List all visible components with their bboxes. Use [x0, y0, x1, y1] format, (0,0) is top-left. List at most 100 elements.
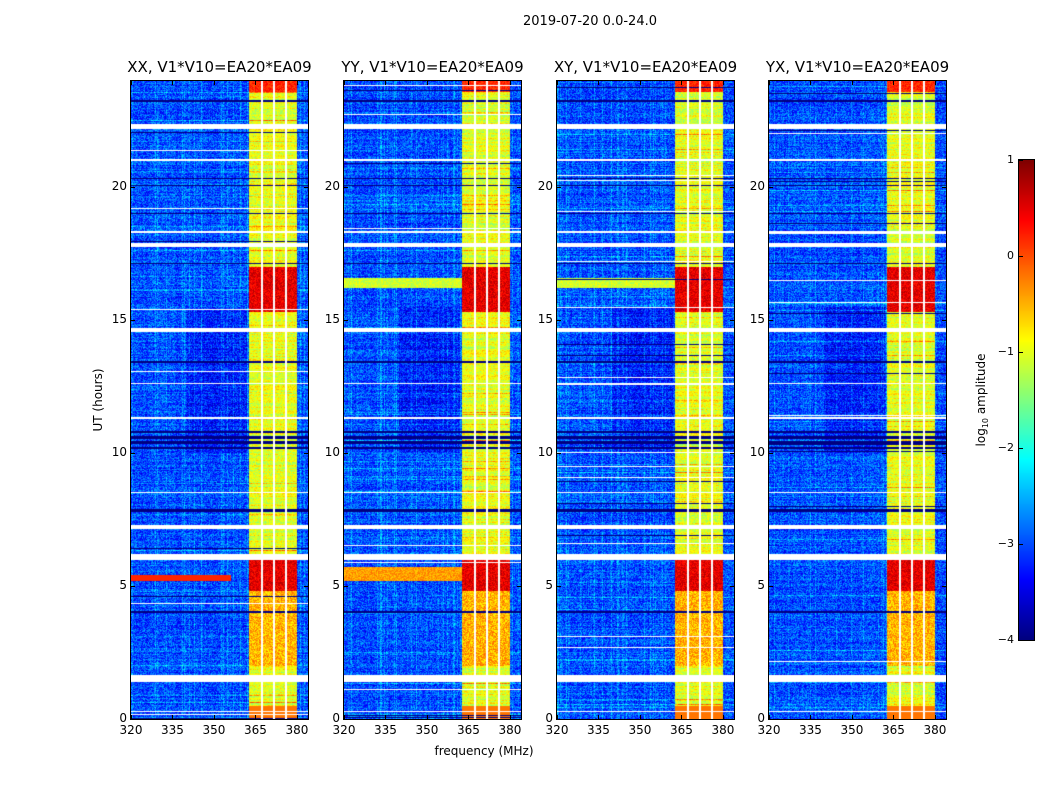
x-tick-mark [810, 81, 812, 85]
colorbar-tick-mark [1019, 448, 1023, 449]
x-tick-label: 350 [840, 723, 864, 737]
y-tick-mark [517, 719, 521, 720]
x-tick-label: 335 [161, 723, 184, 737]
y-tick-mark [517, 187, 521, 189]
y-tick-label: 5 [757, 578, 765, 593]
x-tick-mark [385, 81, 387, 85]
colorbar-label-sub: 10 [981, 417, 991, 429]
x-tick-label: 365 [670, 723, 693, 737]
y-tick-mark [769, 719, 773, 720]
x-tick-label: 380 [285, 723, 309, 737]
panel-yx: YX, V1*V10=EA20*EA09 320 335 350 365 380 0 5 10… [750, 58, 949, 737]
y-tick-label: 10 [537, 445, 553, 460]
y-tick-label: 10 [749, 445, 765, 460]
y-tick-label: 0 [332, 711, 340, 725]
y-tick-mark [304, 586, 308, 588]
y-tick-mark [942, 453, 946, 455]
y-tick-label: 20 [324, 179, 340, 194]
x-tick-label: 365 [882, 723, 905, 737]
x-tick-mark [934, 81, 936, 85]
x-tick-label: 380 [923, 723, 947, 737]
x-tick-mark [934, 715, 936, 719]
y-tick-mark [131, 453, 135, 455]
x-tick-label: 320 [119, 723, 143, 737]
y-tick-mark [730, 453, 734, 455]
x-tick-label: 320 [545, 723, 569, 737]
colorbar-tick-label: 0 [1007, 249, 1014, 262]
panel-title: XX, V1*V10=EA20*EA09 [127, 58, 312, 76]
x-tick-mark [722, 81, 724, 85]
x-tick-label: 350 [628, 723, 652, 737]
colorbar-label-suffix: amplitude [973, 353, 988, 418]
y-tick-mark [304, 719, 308, 720]
y-tick-mark [730, 586, 734, 588]
x-tick-mark [172, 81, 174, 85]
y-tick-label: 5 [545, 578, 553, 593]
y-tick-mark [344, 187, 348, 189]
y-tick-mark [517, 320, 521, 322]
x-tick-mark [810, 715, 812, 719]
x-tick-mark [557, 81, 558, 85]
colorbar-tick-label: −2 [997, 441, 1014, 454]
colorbar-label-prefix: log [973, 428, 988, 447]
y-tick-mark [557, 320, 561, 322]
y-tick-label: 0 [757, 711, 765, 725]
y-tick-mark [730, 719, 734, 720]
y-tick-mark [769, 453, 773, 455]
colorbar-tick-mark [1019, 544, 1023, 545]
heatmap-yy [344, 81, 521, 719]
y-tick-mark [942, 586, 946, 588]
y-tick-mark [557, 586, 561, 588]
colorbar-label: log10 amplitude [974, 354, 990, 447]
panel-xx: XX, V1*V10=EA20*EA09 320 335 350 365 380 0 5 10… [112, 58, 312, 737]
x-tick-mark [344, 81, 345, 85]
x-axis-label: frequency (MHz) [434, 744, 534, 758]
y-tick-mark [131, 187, 135, 189]
x-tick-mark [426, 715, 428, 719]
colorbar-tick-mark [1019, 256, 1023, 257]
colorbar-tick-mark [1019, 160, 1023, 161]
x-tick-label: 350 [415, 723, 439, 737]
colorbar-gradient [1019, 160, 1034, 640]
y-tick-label: 15 [324, 312, 340, 327]
x-tick-mark [851, 81, 853, 85]
figure-suptitle: 2019-07-20 0.0-24.0 [523, 14, 657, 29]
y-tick-mark [517, 586, 521, 588]
y-tick-mark [769, 187, 773, 189]
y-tick-mark [942, 187, 946, 189]
y-tick-mark [344, 453, 348, 455]
x-tick-mark [131, 81, 132, 85]
x-tick-mark [893, 81, 895, 85]
y-tick-mark [557, 719, 561, 720]
colorbar-tick-label: −4 [997, 633, 1014, 646]
x-tick-mark [639, 715, 641, 719]
x-tick-mark [385, 715, 387, 719]
y-tick-mark [131, 586, 135, 588]
x-tick-label: 380 [498, 723, 522, 737]
y-tick-label: 5 [332, 578, 340, 593]
y-tick-label: 5 [119, 578, 127, 593]
x-tick-label: 320 [757, 723, 781, 737]
y-tick-mark [517, 453, 521, 455]
x-tick-mark [255, 715, 257, 719]
x-tick-mark [426, 81, 428, 85]
y-tick-label: 15 [111, 312, 127, 327]
heatmap-yx [769, 81, 946, 719]
x-tick-label: 335 [799, 723, 822, 737]
heatmap-xy [557, 81, 734, 719]
x-tick-mark [769, 715, 770, 719]
x-tick-mark [639, 81, 641, 85]
x-tick-label: 335 [587, 723, 610, 737]
x-tick-mark [172, 715, 174, 719]
y-tick-label: 20 [111, 179, 127, 194]
x-tick-mark [468, 715, 470, 719]
x-tick-mark [213, 81, 215, 85]
x-tick-mark [344, 715, 345, 719]
x-tick-mark [769, 81, 770, 85]
y-tick-mark [304, 187, 308, 189]
y-tick-label: 15 [749, 312, 765, 327]
y-tick-mark [304, 320, 308, 322]
panel-title: YY, V1*V10=EA20*EA09 [341, 58, 524, 76]
x-tick-mark [598, 81, 600, 85]
colorbar-tick-label: 1 [1007, 153, 1014, 166]
